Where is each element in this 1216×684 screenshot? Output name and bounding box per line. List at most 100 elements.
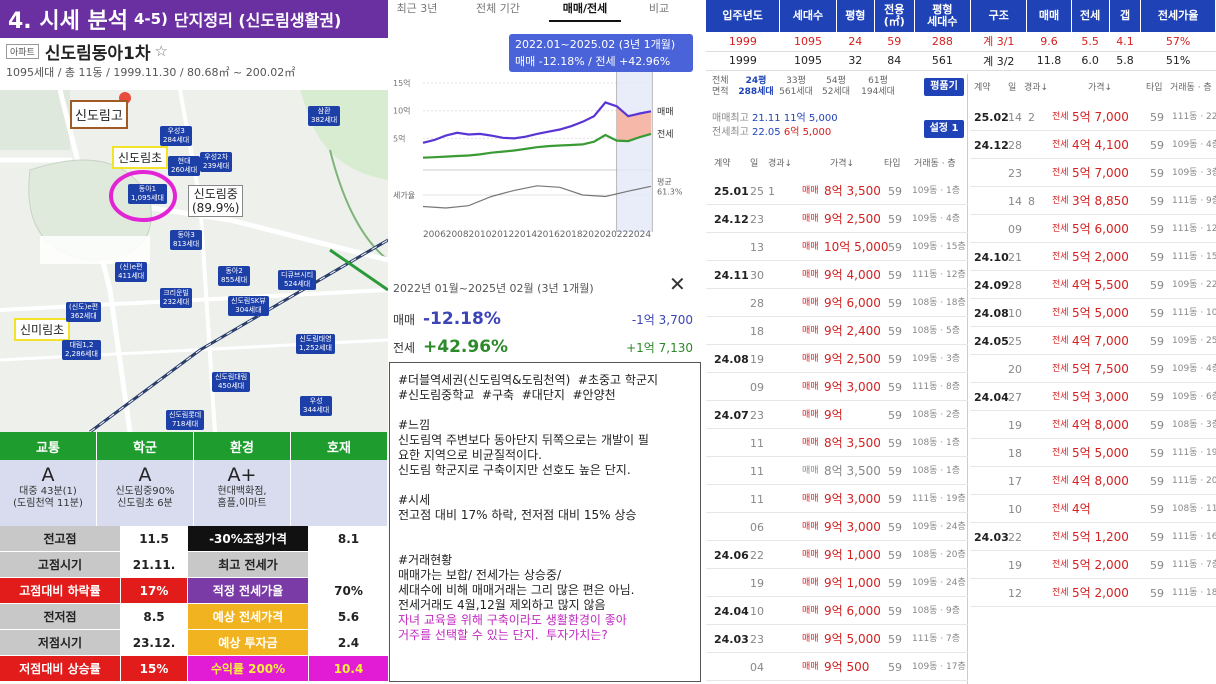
map-marker[interactable]: 신도림롯데 718세대: [166, 410, 205, 430]
transaction-row[interactable]: 11 매매 9억 3,000 59 111동 · 19층: [706, 486, 968, 513]
transaction-row[interactable]: 24.04 10 매매 9억 6,000 59 108동 · 9층: [706, 598, 968, 625]
left-panel: 4. 시세 분석 4-5) 단지정리 (신도림생활권) 아파트 신도림동아1차 …: [0, 0, 388, 684]
map-marker[interactable]: 동아2 855세대: [218, 266, 251, 286]
map-marker[interactable]: 삼환 382세대: [308, 106, 341, 126]
transaction-row[interactable]: 24.03 23 매매 9억 5,000 59 111동 · 7층: [706, 626, 968, 653]
transaction-row[interactable]: 24.12 28 전세 4억 4,100 59 109동 · 4층: [970, 132, 1216, 159]
transaction-row[interactable]: 11 매매 8억 3,500 59 108동 · 1층: [706, 458, 968, 485]
map-marker[interactable]: 신도림태영 1,252세대: [296, 334, 335, 354]
transaction-row[interactable]: 18 매매 9억 2,400 59 108동 · 5층: [706, 318, 968, 345]
right-panel: 입주년도 세대수 평형 전용 (㎡) 평형 세대수 구조 매매 전세 갭 전세가율 1999 109…: [706, 0, 1216, 684]
transaction-row[interactable]: 19 전세 5억 2,000 59 111동 · 7층: [970, 552, 1216, 579]
tab-compare[interactable]: 비교: [648, 2, 670, 15]
pyeong-table-cell: 561: [914, 51, 971, 71]
transaction-floor: 111동 · 8층: [912, 382, 961, 392]
map-marker[interactable]: 동아1 1,095세대: [128, 184, 167, 204]
compare-button[interactable]: 평품기: [924, 78, 964, 96]
transaction-row[interactable]: 24.12 23 매매 9억 2,500 59 109동 · 4층: [706, 206, 968, 233]
size-tab-61[interactable]: 61평 194세대: [861, 76, 895, 97]
tab-sale-jeonse[interactable]: 매매/전세: [549, 0, 621, 22]
size-tab-33[interactable]: 33평 561세대: [779, 76, 813, 97]
stat-row-2: 고점시기 21.11. 최고 전세가: [0, 552, 388, 578]
sale-table-header: 계약 일 경과↓ 가격↓ 타입 거래동 · 층: [714, 159, 956, 169]
transaction-floor: 108동 · 2층: [912, 410, 961, 420]
transaction-day: 14: [1008, 195, 1022, 208]
transaction-kind: 전세: [1052, 420, 1069, 430]
transaction-row[interactable]: 11 매매 8억 3,500 59 108동 · 1층: [706, 430, 968, 457]
transaction-row[interactable]: 24.11 30 매매 9억 4,000 59 111동 · 12층: [706, 262, 968, 289]
pyeong-table-header: 입주년도 세대수 평형 전용 (㎡) 평형 세대수 구조 매매 전세 갭 전세가율: [706, 0, 1216, 32]
grade-transport: A 대중 43분(1) (도림천역 11분): [0, 460, 97, 526]
size-tab-24[interactable]: 24평 288세대: [738, 76, 774, 97]
map-marker[interactable]: 현대 260세대: [168, 156, 201, 176]
transaction-row[interactable]: 24.06 22 매매 9억 1,000 59 108동 · 20층: [706, 542, 968, 569]
grade-environment: A+ 현대백화점, 홈플,이마트: [194, 460, 291, 526]
transaction-floor: 109동 · 24층: [912, 522, 966, 532]
transaction-month: 24.12: [714, 213, 749, 226]
ratio-end-label: 평균: [657, 176, 672, 186]
transaction-day: 10: [1008, 307, 1022, 320]
transaction-row[interactable]: 28 매매 9억 6,000 59 108동 · 18층: [706, 290, 968, 317]
tab-recent-3y[interactable]: 최근 3년: [396, 2, 438, 15]
map-marker[interactable]: 대림1,2 2,286세대: [62, 340, 101, 360]
map-marker[interactable]: 신도림SK뷰 304세대: [228, 296, 269, 316]
pyeong-table-row[interactable]: 1999 1095 32 84 561 계 3/2 11.8 6.0 5.8 51%: [706, 51, 1216, 71]
transaction-price: 8억 3,500: [824, 184, 881, 198]
price-chart[interactable]: 2006 2008 2010 2012 2014 2016 2018 2020 2022 2024…: [389, 22, 705, 264]
settings-button[interactable]: 설정 1: [924, 120, 964, 138]
transaction-row[interactable]: 19 매매 9억 1,000 59 109동 · 24층: [706, 570, 968, 597]
transaction-type: 59: [1150, 503, 1164, 516]
transaction-row[interactable]: 19 전세 4억 8,000 59 108동 · 3층: [970, 412, 1216, 439]
transaction-price: 9억 4,000: [824, 268, 881, 282]
transaction-price: 9억 2,500: [824, 352, 881, 366]
map-marker[interactable]: 우성 344세대: [300, 396, 333, 416]
transaction-row[interactable]: 20 전세 5억 7,500 59 109동 · 4층: [970, 356, 1216, 383]
map-marker[interactable]: 신도림대림 450세대: [212, 372, 251, 392]
pyeong-table-cell: 84: [874, 51, 915, 71]
sale-transactions-panel: 전체 면적 24평 288세대 33평 561세대 54평 52세대 61평 194세대…: [706, 74, 968, 684]
map-marker[interactable]: (신)e편 411세대: [115, 262, 148, 282]
transaction-row[interactable]: 24.07 23 매매 9억 59 108동 · 2층: [706, 402, 968, 429]
transaction-row[interactable]: 04 매매 9억 500 59 109동 · 17층: [706, 654, 968, 681]
x-tick-label: 2018: [560, 230, 583, 240]
pyeong-table-row[interactable]: 1999 1095 24 59 288 계 3/1 9.6 5.5 4.1 57%: [706, 32, 1216, 52]
transaction-row[interactable]: 14 8 전세 3억 8,850 59 111동 · 9층: [970, 188, 1216, 215]
transaction-row[interactable]: 25.01 25 1 매매 8억 3,500 59 109동 · 1층: [706, 178, 968, 205]
transaction-row[interactable]: 06 매매 9억 3,000 59 109동 · 24층: [706, 514, 968, 541]
transaction-row[interactable]: 09 매매 9억 3,000 59 111동 · 8층: [706, 374, 968, 401]
map-marker[interactable]: 크리운빌 232세대: [160, 288, 193, 308]
map-marker[interactable]: (신도)e편 362세대: [66, 302, 102, 322]
tab-all-period[interactable]: 전체 기간: [476, 2, 520, 15]
x-tick-label: 2008: [446, 230, 469, 240]
pyeong-table-header-cell: 매매: [1026, 0, 1072, 32]
grade-school: A 신도림중90% 신도림초 6분: [97, 460, 194, 526]
transaction-floor: 109동 · 1층: [912, 186, 961, 196]
map-marker[interactable]: 우성3 284세대: [160, 126, 193, 146]
transaction-row[interactable]: 13 매매 10억 5,000 59 109동 · 15층: [706, 234, 968, 261]
transaction-row[interactable]: 24.04 27 전세 5억 3,000 59 109동 · 6층: [970, 384, 1216, 411]
chart-tooltip: 2022.01~2025.02 (3년 1개월) 매매 -12.18% / 전세…: [509, 34, 693, 72]
map-marker[interactable]: 디큐브시티 524세대: [278, 270, 317, 290]
close-icon[interactable]: ✕: [669, 272, 686, 296]
transaction-row[interactable]: 23 전세 5억 7,000 59 109동 · 3층: [970, 160, 1216, 187]
transaction-row[interactable]: 24.08 19 매매 9억 2,500 59 109동 · 3층: [706, 346, 968, 373]
map-marker[interactable]: 동아3 813세대: [170, 230, 203, 250]
size-tab-54[interactable]: 54평 52세대: [821, 76, 850, 97]
pyeong-table-header-cell: 구조: [970, 0, 1028, 32]
area-map[interactable]: 신도림고 신도림초 신도림중 (89.9%) 신미림초 동아1 1,095세대 우…: [0, 90, 388, 432]
favorite-star-icon[interactable]: ☆: [154, 42, 168, 60]
map-marker[interactable]: 우성2차 239세대: [200, 152, 233, 172]
x-axis-ticks: 2006 2008 2010 2012 2014 2016 2018 2020 2022 2024: [423, 230, 651, 240]
pyeong-table-cell: 1999: [706, 51, 780, 71]
